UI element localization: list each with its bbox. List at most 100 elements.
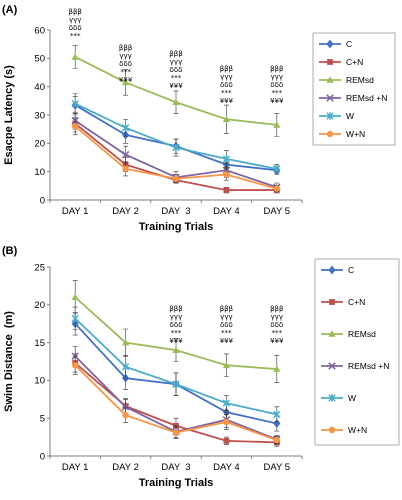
- significance-label: ***: [171, 329, 182, 337]
- legend-box: [314, 258, 400, 446]
- legend-entry-label: C: [348, 265, 354, 275]
- legend-swatch-marker: [328, 330, 336, 337]
- x-tick-label: DAY 4: [213, 206, 240, 217]
- data-point: [223, 187, 230, 193]
- x-tick-label: DAY 3: [161, 462, 190, 473]
- significance-label: ***: [272, 329, 283, 337]
- significance-label: δδδ: [170, 66, 183, 74]
- x-tick-label: DAY 1: [62, 462, 89, 473]
- chart-panel-0: (A) 0 10 20 30 40 50 60 DAY 1 DAY 2 DAY 3 DAY 4 DAY …: [2, 4, 396, 233]
- significance-label: δδδ: [270, 81, 283, 89]
- legend-entry-label: C: [346, 39, 352, 49]
- legend-swatch-marker: [329, 299, 335, 305]
- data-point: [222, 155, 231, 163]
- significance-label: δδδ: [270, 321, 283, 329]
- data-point: [222, 115, 230, 123]
- data-point: [71, 53, 79, 60]
- significance-label: γγγ: [170, 313, 182, 321]
- significance-label: ¥¥¥: [270, 97, 284, 105]
- legend-entry-label: C+N: [346, 57, 363, 67]
- legend-swatch-marker: [326, 112, 334, 120]
- significance-label: ¥¥¥: [220, 337, 234, 345]
- significance-label: βββ: [270, 305, 283, 313]
- significance-label: ¥¥¥: [169, 337, 183, 345]
- y-tick-label: 0: [40, 451, 45, 462]
- data-point: [122, 411, 129, 419]
- significance-label: γγγ: [271, 313, 283, 321]
- significance-label: δδδ: [220, 321, 233, 329]
- series-w: [71, 93, 281, 174]
- legend-swatch-marker: [326, 130, 334, 138]
- data-point: [223, 418, 230, 426]
- data-point: [222, 399, 231, 407]
- series-w-n: [72, 117, 280, 192]
- data-point: [273, 410, 281, 419]
- panel-label: (B): [2, 245, 18, 257]
- data-point: [122, 338, 130, 346]
- x-tick-label: DAY 2: [112, 206, 139, 217]
- data-point: [121, 150, 130, 159]
- data-point: [172, 346, 180, 353]
- x-tick-label: DAY 1: [62, 206, 89, 217]
- significance-label: ***: [70, 32, 81, 40]
- legend: C C+N REMsd REMsd +N W W+N: [312, 32, 396, 146]
- significance-label: ¥¥¥: [270, 337, 284, 345]
- x-tick-label: DAY 4: [213, 462, 240, 473]
- y-tick-label: 30: [34, 110, 45, 121]
- data-point: [273, 121, 281, 128]
- series-w-n: [72, 355, 280, 445]
- significance-label: ¥¥¥: [220, 97, 234, 105]
- y-tick-label: 20: [34, 300, 45, 311]
- y-tick-label: 0: [40, 195, 45, 206]
- series-remsd: [71, 280, 281, 383]
- legend-entry-label: W+N: [346, 129, 365, 139]
- y-tick-label: 20: [34, 139, 45, 150]
- data-point: [72, 362, 79, 369]
- legend-swatch-marker: [328, 265, 336, 275]
- data-point: [223, 437, 230, 444]
- data-point: [223, 171, 230, 178]
- data-point: [121, 363, 130, 371]
- data-point: [172, 380, 180, 388]
- legend-swatch-marker: [326, 76, 334, 83]
- significance-label: βββ: [169, 305, 182, 313]
- legend-swatch-marker: [328, 426, 336, 434]
- legend-swatch-marker: [326, 94, 334, 102]
- significance-label: γγγ: [220, 73, 232, 81]
- data-point: [121, 124, 130, 132]
- data-point: [273, 185, 280, 192]
- data-point: [273, 165, 281, 173]
- legend: C C+N REMsd REMsd +N W W+N: [314, 258, 400, 446]
- x-axis-title: Training Trials: [139, 477, 214, 489]
- significance-label: βββ: [119, 44, 132, 52]
- y-tick-label: 10: [34, 167, 45, 178]
- series-remsd: [71, 45, 281, 137]
- legend-entry-label: REMsd +N: [346, 93, 387, 103]
- significance-label: δδδ: [220, 81, 233, 89]
- data-point: [172, 429, 180, 436]
- series-line: [74, 104, 277, 172]
- significance-label: γγγ: [170, 58, 182, 66]
- x-axis-title: Training Trials: [139, 221, 214, 233]
- data-point: [172, 175, 180, 182]
- data-point: [122, 165, 129, 173]
- legend-entry-label: C+N: [348, 297, 365, 307]
- significance-label: γγγ: [220, 313, 232, 321]
- legend-entry-label: W+N: [348, 425, 367, 435]
- data-point: [172, 143, 180, 152]
- significance-label: δδδ: [69, 24, 82, 32]
- significance-label: βββ: [220, 65, 233, 73]
- significance-label: βββ: [220, 305, 233, 313]
- data-point: [71, 314, 79, 323]
- significance-label: γγγ: [119, 52, 131, 60]
- y-tick-label: 60: [34, 25, 45, 36]
- legend-entry-label: REMsd: [348, 329, 376, 339]
- series-w: [71, 306, 281, 423]
- y-tick-label: 40: [34, 82, 45, 93]
- significance-label: ¥¥¥: [119, 76, 133, 84]
- data-point: [273, 436, 280, 444]
- chart-panel-1: (B) 0 5 10 15 20 25 DAY 1 DAY 2 DAY 3 DAY 4 DAY 5 Tr…: [2, 245, 400, 489]
- legend-swatch-marker: [328, 362, 336, 370]
- y-tick-label: 10: [34, 376, 45, 387]
